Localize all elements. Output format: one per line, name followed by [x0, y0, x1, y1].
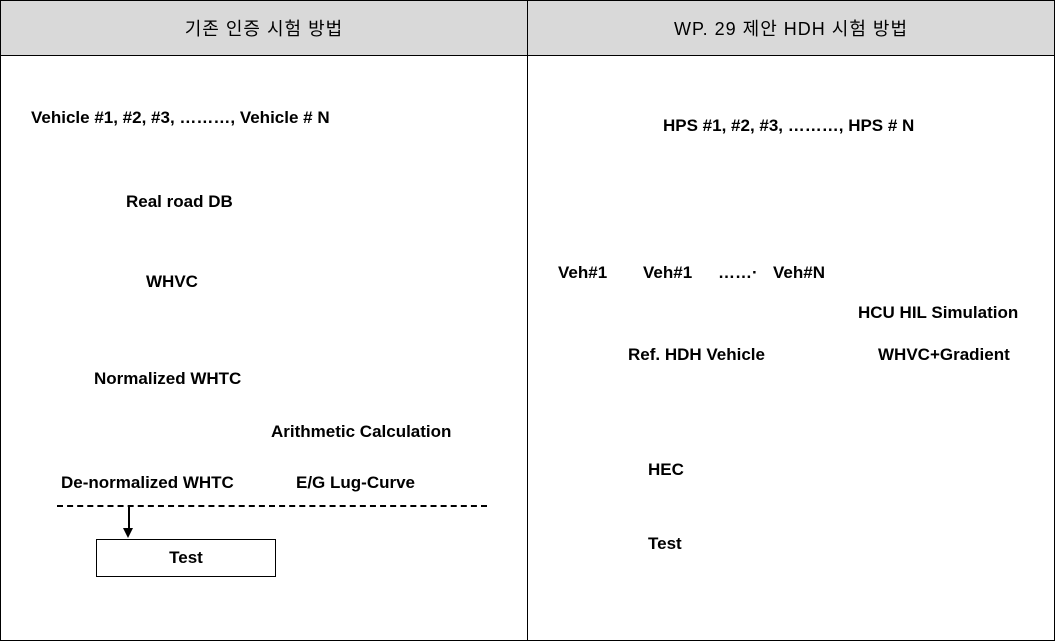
left-vehicles: Vehicle #1, #2, #3, ………, Vehicle # N	[31, 108, 330, 128]
left-arith: Arithmetic Calculation	[271, 422, 451, 442]
left-arrow-head	[123, 528, 133, 538]
left-lug: E/G Lug-Curve	[296, 473, 415, 493]
header-row: 기존 인증 시험 방법 WP. 29 제안 HDH 시험 방법	[1, 1, 1054, 56]
right-whvcgrad: WHVC+Gradient	[878, 345, 1010, 365]
right-veh1b: Veh#1	[643, 263, 692, 283]
body-right: HPS #1, #2, #3, ………, HPS # N Veh#1 Veh#1…	[528, 56, 1054, 640]
right-veh1a: Veh#1	[558, 263, 607, 283]
body-left: Vehicle #1, #2, #3, ………, Vehicle # N Rea…	[1, 56, 528, 640]
left-dashline	[57, 505, 487, 507]
left-normwhtc: Normalized WHTC	[94, 369, 241, 389]
left-denorm: De-normalized WHTC	[61, 473, 234, 493]
body-row: Vehicle #1, #2, #3, ………, Vehicle # N Rea…	[1, 56, 1054, 640]
right-dots: ……·	[718, 263, 758, 283]
comparison-table: 기존 인증 시험 방법 WP. 29 제안 HDH 시험 방법 Vehicle …	[0, 0, 1055, 641]
left-whvc: WHVC	[146, 272, 198, 292]
right-test: Test	[648, 534, 682, 554]
left-test-box: Test	[96, 539, 276, 577]
header-right: WP. 29 제안 HDH 시험 방법	[528, 1, 1054, 55]
left-arrow-stem	[128, 506, 130, 530]
right-hec: HEC	[648, 460, 684, 480]
right-hps: HPS #1, #2, #3, ………, HPS # N	[663, 116, 914, 136]
left-realroad: Real road DB	[126, 192, 233, 212]
right-refhdh: Ref. HDH Vehicle	[628, 345, 765, 365]
right-vehn: Veh#N	[773, 263, 825, 283]
right-hcuhil: HCU HIL Simulation	[858, 303, 1018, 323]
header-left: 기존 인증 시험 방법	[1, 1, 528, 55]
